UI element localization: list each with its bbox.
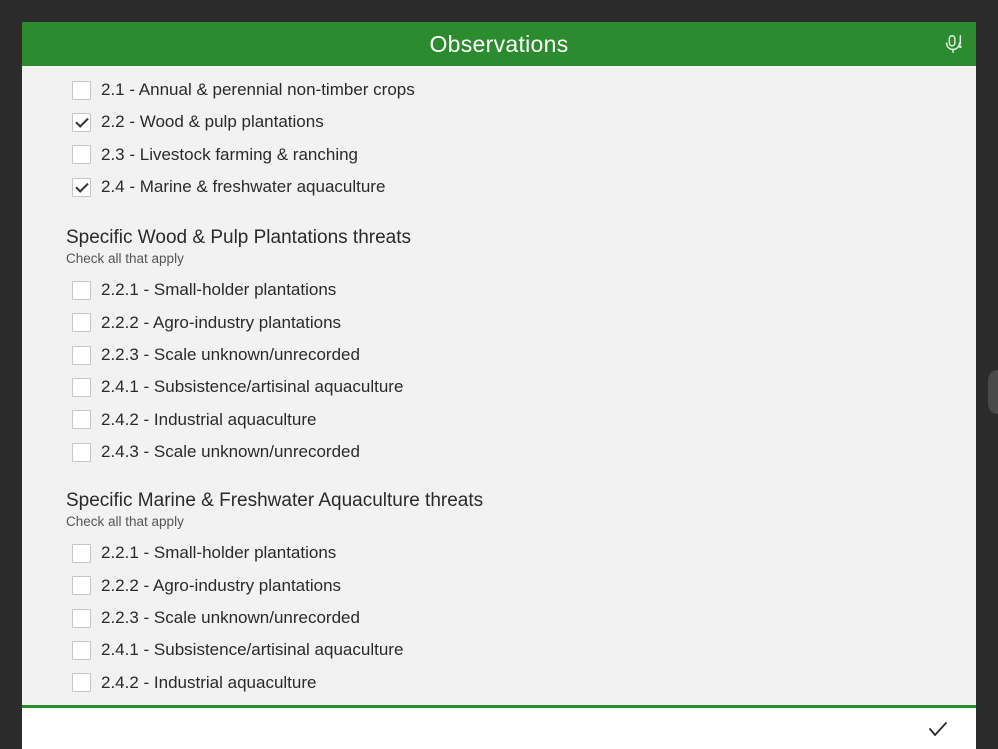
header-bar: Observations: [22, 22, 976, 66]
checkbox-label: 2.2.1 - Small-holder plantations: [101, 540, 336, 566]
checkbox[interactable]: [72, 410, 91, 429]
checkbox-row[interactable]: 2.1 - Annual & perennial non-timber crop…: [22, 74, 976, 106]
checkbox-row[interactable]: 2.2.2 - Agro-industry plantations: [22, 307, 976, 339]
checkbox-row[interactable]: 2.4 - Marine & freshwater aquaculture: [22, 171, 976, 203]
checkbox-label: 2.4.3 - Scale unknown/unrecorded: [101, 439, 360, 465]
checkbox-label: 2.2.3 - Scale unknown/unrecorded: [101, 342, 360, 368]
checkbox[interactable]: [72, 346, 91, 365]
section-title: Specific Marine & Freshwater Aquaculture…: [22, 490, 976, 512]
footer-bar: [22, 705, 976, 749]
checkbox-row[interactable]: 2.2 - Wood & pulp plantations: [22, 106, 976, 138]
checkbox[interactable]: [72, 378, 91, 397]
checkbox-label: 2.4.2 - Industrial aquaculture: [101, 407, 316, 433]
checkbox[interactable]: [72, 145, 91, 164]
checkbox[interactable]: [72, 544, 91, 563]
app-window: Observations 2.1 - Annual & perennial no…: [22, 22, 976, 749]
checkbox-row[interactable]: 2.4.2 - Industrial aquaculture: [22, 667, 976, 699]
top-threat-group: 2.1 - Annual & perennial non-timber crop…: [22, 72, 976, 213]
checkbox-row[interactable]: 2.4.1 - Subsistence/artisinal aquacultur…: [22, 371, 976, 403]
checkbox-label: 2.1 - Annual & perennial non-timber crop…: [101, 77, 415, 103]
checkbox[interactable]: [72, 576, 91, 595]
checkbox[interactable]: [72, 443, 91, 462]
checkbox-row[interactable]: 2.4.1 - Subsistence/artisinal aquacultur…: [22, 634, 976, 666]
submit-button[interactable]: [926, 717, 950, 741]
checkbox-label: 2.4.1 - Subsistence/artisinal aquacultur…: [101, 374, 403, 400]
checkbox[interactable]: [72, 313, 91, 332]
checkbox-row[interactable]: 2.4.2 - Industrial aquaculture: [22, 404, 976, 436]
checkbox-label: 2.3 - Livestock farming & ranching: [101, 142, 358, 168]
checkbox-row[interactable]: 2.2.3 - Scale unknown/unrecorded: [22, 339, 976, 371]
checkbox-label: 2.2.2 - Agro-industry plantations: [101, 573, 341, 599]
checkbox[interactable]: [72, 81, 91, 100]
checkbox-row[interactable]: 2.4.3 - Scale unknown/unrecorded: [22, 436, 976, 468]
mic-alert-icon[interactable]: [942, 33, 964, 55]
checkbox-row[interactable]: 2.3 - Livestock farming & ranching: [22, 139, 976, 171]
section-title: Specific Wood & Pulp Plantations threats: [22, 227, 976, 249]
checkbox[interactable]: [72, 641, 91, 660]
checkbox[interactable]: [72, 178, 91, 197]
page-title: Observations: [429, 31, 568, 58]
edge-handle: [988, 370, 998, 414]
checkbox-label: 2.4 - Marine & freshwater aquaculture: [101, 174, 385, 200]
checkbox-row[interactable]: 2.2.3 - Scale unknown/unrecorded: [22, 602, 976, 634]
section-wood-pulp: Specific Wood & Pulp Plantations threats…: [22, 213, 976, 476]
checkbox-row[interactable]: 2.2.1 - Small-holder plantations: [22, 274, 976, 306]
chrome-frame: Observations 2.1 - Annual & perennial no…: [0, 0, 998, 749]
form-content: 2.1 - Annual & perennial non-timber crop…: [22, 66, 976, 705]
checkbox-label: 2.2 - Wood & pulp plantations: [101, 109, 324, 135]
checkbox-row[interactable]: 2.2.2 - Agro-industry plantations: [22, 570, 976, 602]
section-subtitle: Check all that apply: [22, 251, 976, 266]
checkbox[interactable]: [72, 113, 91, 132]
checkbox-label: 2.4.1 - Subsistence/artisinal aquacultur…: [101, 637, 403, 663]
section-marine-aquaculture: Specific Marine & Freshwater Aquaculture…: [22, 476, 976, 705]
checkbox[interactable]: [72, 609, 91, 628]
section-subtitle: Check all that apply: [22, 514, 976, 529]
checkbox[interactable]: [72, 281, 91, 300]
checkbox-row[interactable]: 2.2.1 - Small-holder plantations: [22, 537, 976, 569]
checkbox-label: 2.2.3 - Scale unknown/unrecorded: [101, 605, 360, 631]
checkbox-label: 2.4.2 - Industrial aquaculture: [101, 670, 316, 696]
checkbox-label: 2.2.2 - Agro-industry plantations: [101, 310, 341, 336]
checkbox-label: 2.2.1 - Small-holder plantations: [101, 277, 336, 303]
checkbox[interactable]: [72, 673, 91, 692]
